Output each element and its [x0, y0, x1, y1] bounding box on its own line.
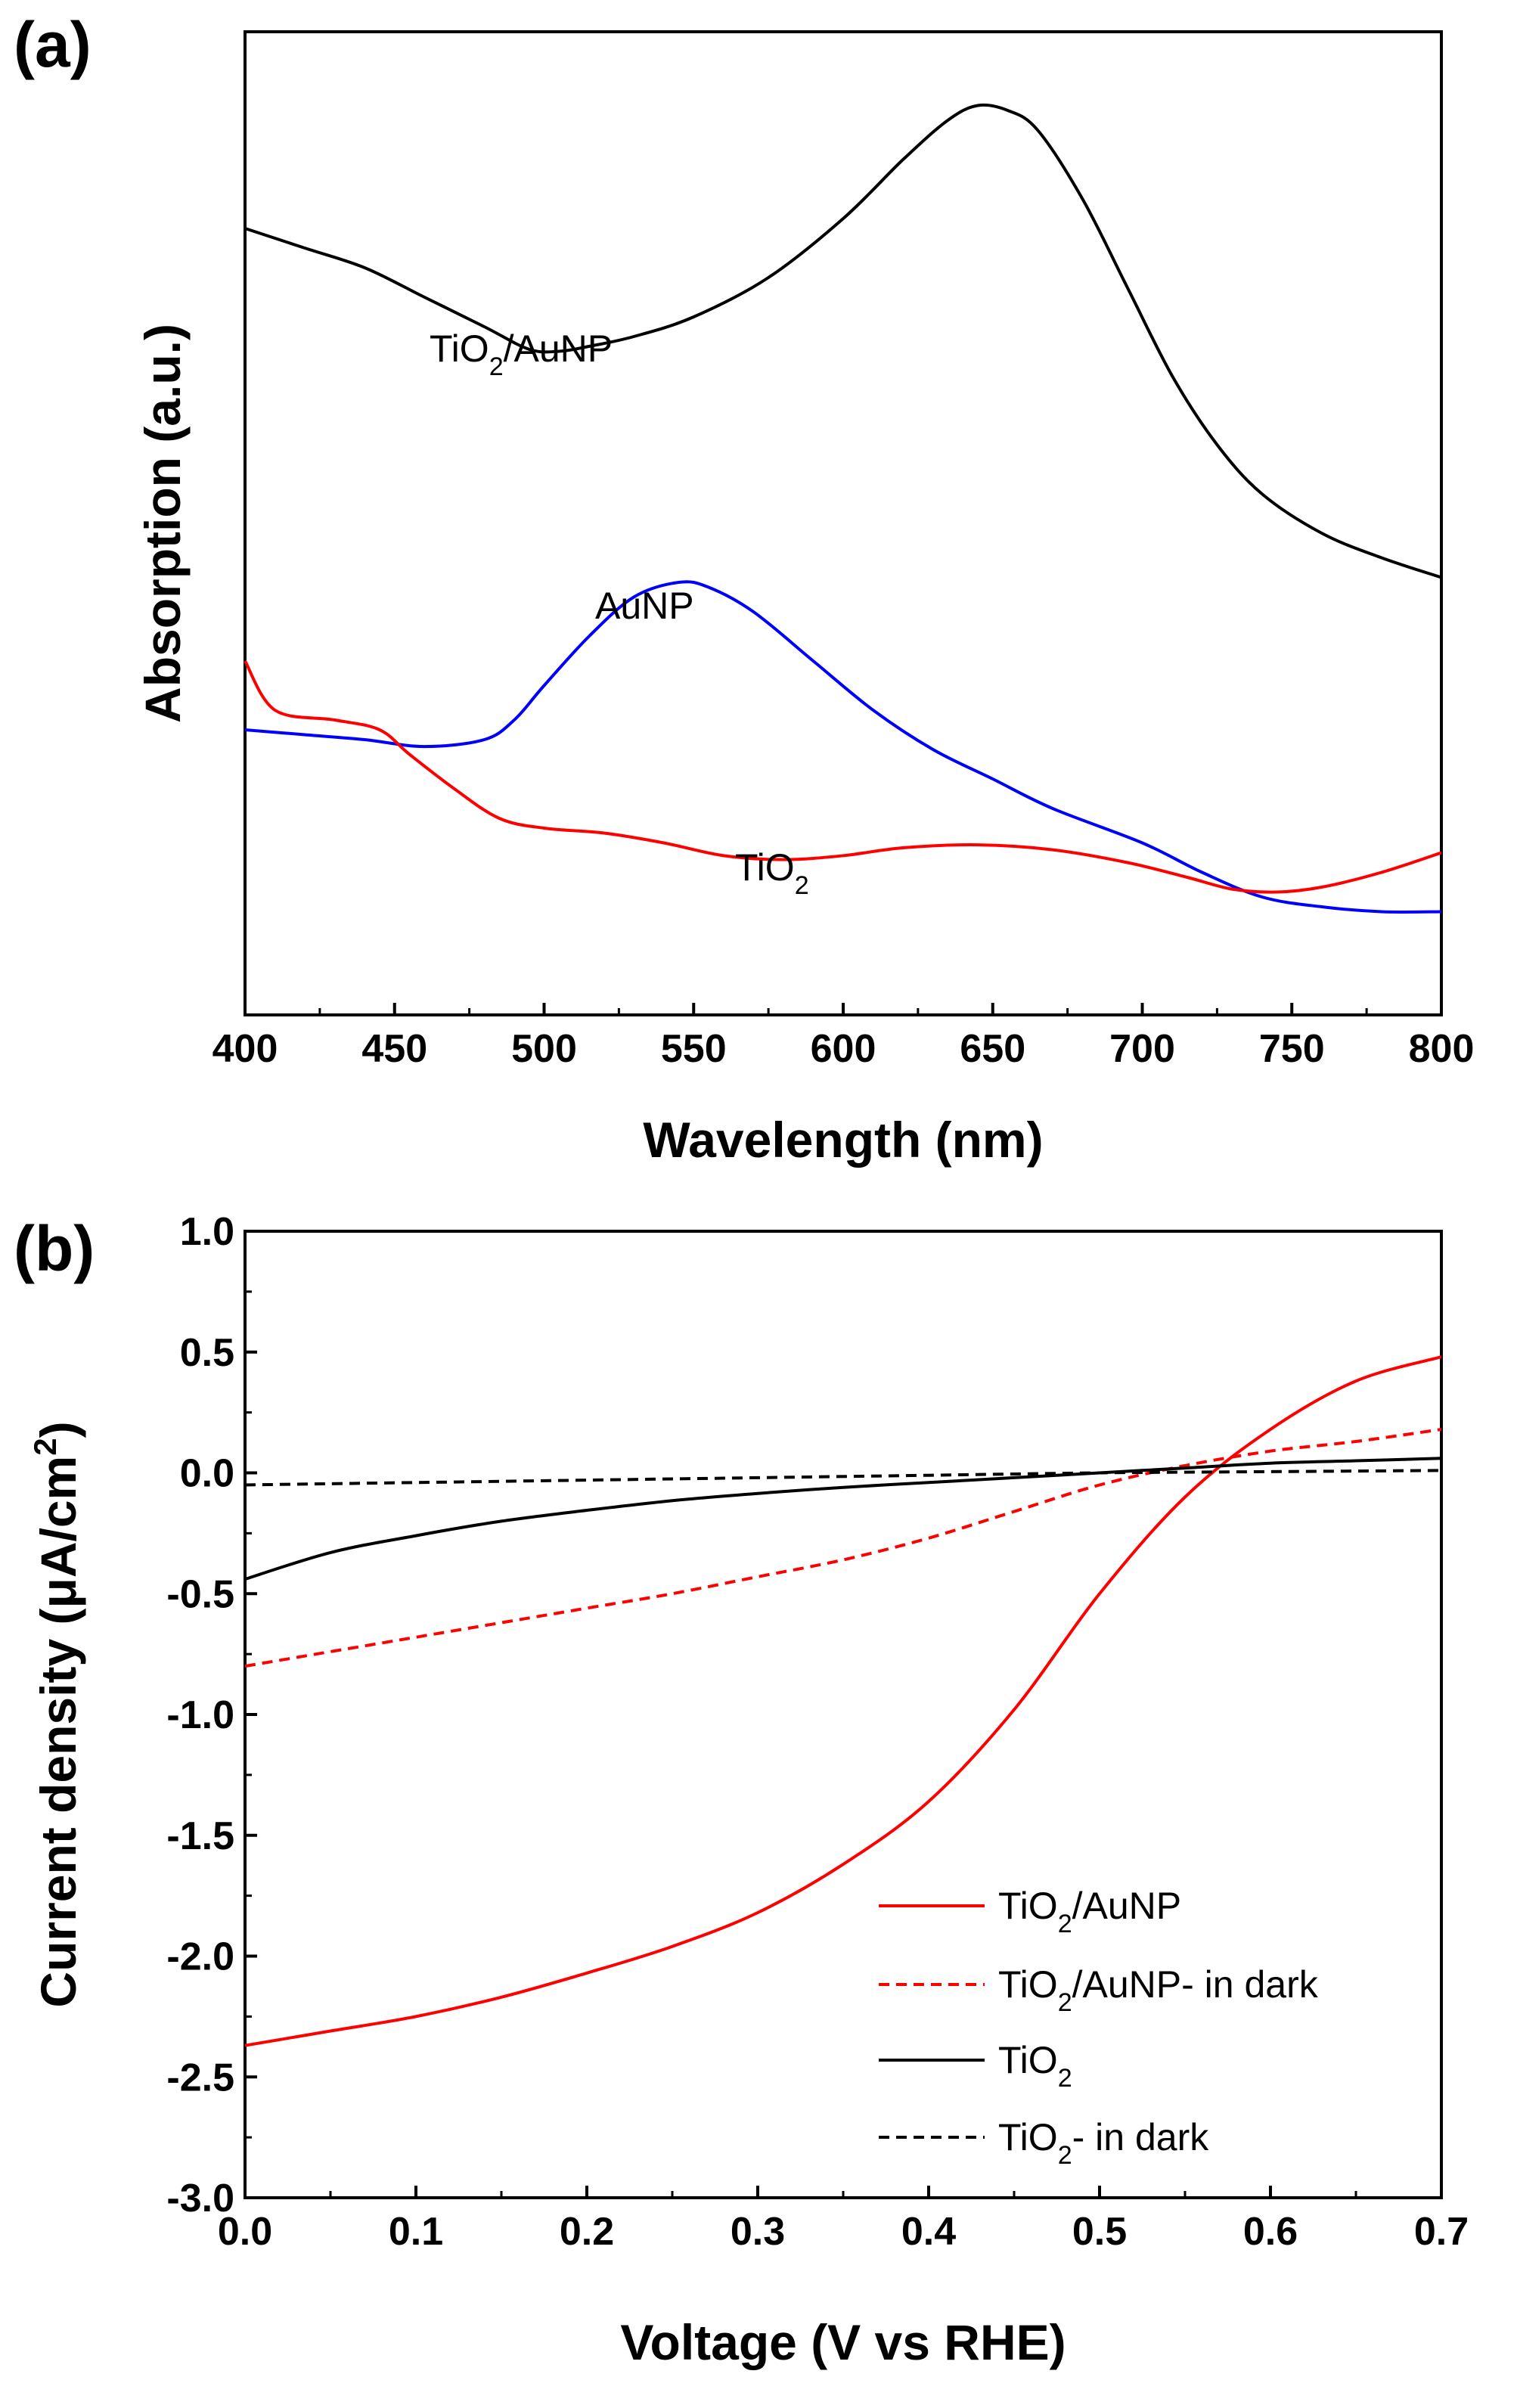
panel-a-x-tick-label-800: 800 — [1409, 1027, 1475, 1071]
legend-item-tio2-aunp: TiO2/AuNP — [879, 1885, 1181, 1938]
panel-a-x-tick-label-450: 450 — [361, 1027, 427, 1071]
panel-a-label: (a) — [14, 9, 92, 80]
panel-b-line-tio2-in-dark — [244, 1469, 1442, 1487]
panel-b-x-tick-label-0-1: 0.1 — [389, 2210, 443, 2254]
panel-b: (b) 0.0 0.1 0.2 0.3 0.4 0.5 0.6 0.7 1.0 0.5 0.0 -0… — [14, 1210, 1469, 2370]
legend-item-tio2-aunp-dark: TiO2/AuNP- in dark — [879, 1963, 1319, 2017]
panel-b-y-tick-label-0-0: 0.0 — [180, 1452, 234, 1496]
annotation-tio2-aunp: TiO2/AuNP — [430, 327, 613, 381]
panel-b-legend: TiO2/AuNP TiO2/AuNP- in dark TiO2 TiO2- … — [879, 1885, 1319, 2170]
panel-b-x-axis-title: Voltage (V vs RHE) — [620, 2314, 1066, 2370]
panel-a-x-tick-label-750: 750 — [1259, 1027, 1325, 1071]
panel-b-x-tick-label-0-2: 0.2 — [560, 2210, 614, 2254]
legend-item-tio2-dark: TiO2- in dark — [879, 2116, 1209, 2170]
panel-a-line-tio2-aunp — [244, 103, 1442, 579]
legend-label-tio2-aunp: TiO2/AuNP — [998, 1885, 1181, 1938]
panel-b-line-tio2-aunp — [244, 1355, 1442, 2047]
legend-label-tio2-aunp-dark: TiO2/AuNP- in dark — [998, 1963, 1319, 2017]
legend-label-tio2-dark: TiO2- in dark — [998, 2116, 1209, 2170]
panel-a-y-axis-title: Absorption (a.u.) — [135, 324, 191, 723]
panel-b-y-tick-label-3-0: -3.0 — [166, 2177, 234, 2220]
panel-a-x-tick-label-550: 550 — [661, 1027, 727, 1071]
panel-b-y-tick-label-1-0: 1.0 — [180, 1210, 234, 1254]
panel-b-line-tio2-aunp-in-dark — [244, 1428, 1442, 1668]
panel-b-y-tick-label-2-0: -2.0 — [166, 1935, 234, 1979]
panel-b-x-tick-label-0-6: 0.6 — [1243, 2210, 1298, 2254]
panel-b-y-tick-label-1-0: -1.0 — [166, 1693, 234, 1737]
panel-b-x-tick-label-0-4: 0.4 — [901, 2210, 956, 2254]
panel-a-x-tick-label-650: 650 — [960, 1027, 1025, 1071]
panel-b-y-tick-label-2-5: -2.5 — [166, 2056, 234, 2099]
panel-a-x-axis-title: Wavelength (nm) — [643, 1112, 1043, 1168]
panel-a-lines — [244, 103, 1442, 914]
annotation-tio2: TiO2 — [735, 846, 809, 900]
panel-b-x-ticks: 0.0 0.1 0.2 0.3 0.4 0.5 0.6 0.7 — [218, 2186, 1469, 2254]
panel-b-x-tick-label-0-5: 0.5 — [1072, 2210, 1127, 2254]
panel-a-x-tick-label-600: 600 — [811, 1027, 876, 1071]
panel-b-y-axis-title: Current density (μA/cm2) — [27, 1421, 86, 2007]
annotation-aunp: AuNP — [595, 585, 694, 627]
panel-a-plot-frame — [244, 30, 1443, 1016]
panel-b-x-tick-label-0-0: 0.0 — [218, 2210, 272, 2254]
panel-b-plot-frame — [244, 1230, 1443, 2199]
legend-label-tio2: TiO2 — [998, 2039, 1072, 2093]
panel-a: (a) 400 450 500 550 600 650 700 750 800 TiO2/AuN… — [14, 9, 1474, 1168]
panel-b-lines — [244, 1355, 1442, 2047]
panel-b-x-tick-label-0-3: 0.3 — [731, 2210, 785, 2254]
panel-a-x-tick-label-500: 500 — [511, 1027, 577, 1071]
legend-item-tio2: TiO2 — [879, 2039, 1072, 2093]
panel-b-y-ticks: 1.0 0.5 0.0 -0.5 -1.0 -1.5 -2.0 -2.5 -3.0 — [166, 1210, 257, 2220]
panel-a-x-ticks: 400 450 500 550 600 650 700 750 800 — [213, 1003, 1475, 1071]
panel-b-y-tick-label-0-5: -0.5 — [166, 1572, 234, 1616]
panel-a-x-tick-label-400: 400 — [213, 1027, 278, 1071]
panel-a-line-aunp — [244, 580, 1442, 914]
panel-b-x-tick-label-0-7: 0.7 — [1414, 2210, 1469, 2254]
panel-a-x-tick-label-700: 700 — [1109, 1027, 1175, 1071]
panel-b-label: (b) — [14, 1213, 95, 1284]
panel-b-y-tick-label-1-5: -1.5 — [166, 1814, 234, 1858]
panel-a-line-tio2 — [244, 659, 1442, 894]
panel-b-line-tio2 — [244, 1457, 1442, 1581]
panel-b-y-tick-label-0-5: 0.5 — [180, 1331, 234, 1375]
